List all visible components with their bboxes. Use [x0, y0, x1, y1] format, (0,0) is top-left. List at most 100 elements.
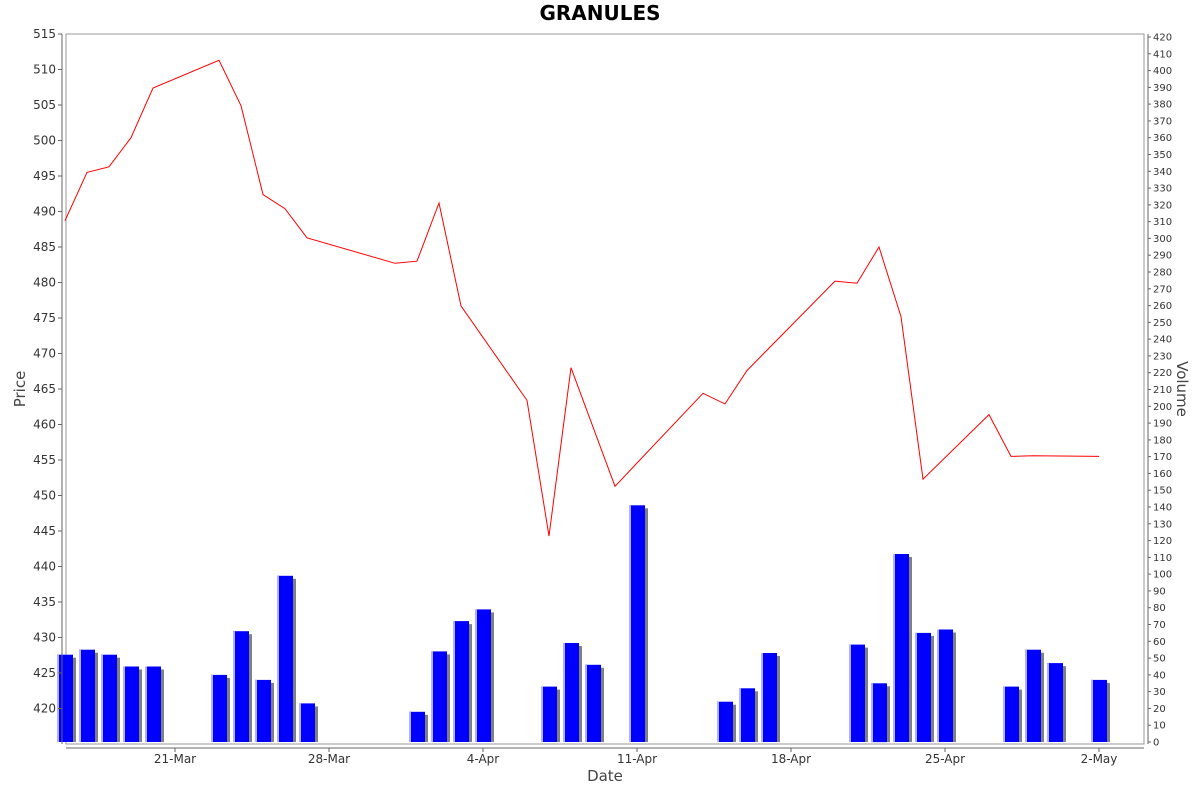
y-tick-label: 430 [33, 631, 56, 645]
volume-bar [937, 629, 953, 742]
volume-bar-highlight [431, 651, 433, 742]
y-tick-label: 455 [33, 453, 56, 467]
volume-bar-highlight [123, 666, 125, 742]
volume-bar [255, 679, 271, 742]
x-tick-label: 11-Apr [617, 752, 657, 766]
volume-bar-highlight [563, 643, 565, 742]
volume-bar [761, 653, 777, 742]
x-tick-label: 28-Mar [308, 752, 350, 766]
volume-bar-highlight [101, 654, 103, 742]
y2-tick-label: 90 [1153, 586, 1166, 597]
volume-bar [849, 644, 865, 742]
volume-bar-highlight [211, 674, 213, 742]
volume-bar [277, 575, 293, 742]
y2-tick-label: 360 [1153, 133, 1172, 144]
y2-tick-label: 120 [1153, 536, 1172, 547]
volume-bar [915, 632, 931, 742]
volume-bar-highlight [145, 666, 147, 742]
y-tick-label: 435 [33, 595, 56, 609]
volume-bar [893, 554, 909, 742]
y2-tick-label: 150 [1153, 486, 1172, 497]
y-axis-volume: 0 10 20 30 40 50 60 70 80 90 100 110 120 130 140 150 160… [1147, 33, 1172, 749]
y-tick-label: 505 [33, 98, 56, 112]
y2-tick-label: 290 [1153, 251, 1172, 262]
y-tick-label: 485 [33, 240, 56, 254]
y2-tick-label: 420 [1153, 33, 1172, 44]
volume-bar [409, 711, 425, 742]
y2-tick-label: 280 [1153, 268, 1172, 279]
volume-bar-highlight [453, 621, 455, 742]
y-tick-label: 490 [33, 205, 56, 219]
y2-tick-label: 50 [1153, 654, 1166, 665]
y2-tick-label: 10 [1153, 721, 1166, 732]
y-tick-label: 465 [33, 382, 56, 396]
y2-tick-label: 210 [1153, 385, 1172, 396]
y2-tick-label: 410 [1153, 49, 1172, 60]
volume-bar-highlight [1091, 679, 1093, 742]
y-tick-label: 495 [33, 169, 56, 183]
y2-tick-label: 140 [1153, 503, 1172, 514]
volume-bar [1003, 686, 1019, 742]
y-tick-label: 470 [33, 347, 56, 361]
y2-tick-label: 310 [1153, 217, 1172, 228]
volume-bar-highlight [79, 649, 81, 742]
y-tick-label: 475 [33, 311, 56, 325]
y2-tick-label: 30 [1153, 687, 1166, 698]
volume-bar [871, 683, 887, 743]
y2-tick-label: 60 [1153, 637, 1166, 648]
x-axis-title: Date [587, 767, 623, 785]
y2-tick-label: 350 [1153, 150, 1172, 161]
volume-bar-highlight [1047, 663, 1049, 742]
y-tick-label: 440 [33, 560, 56, 574]
volume-bar [299, 703, 315, 742]
volume-bar [233, 631, 249, 742]
x-tick-label: 18-Apr [771, 752, 811, 766]
volume-bar-highlight [57, 654, 59, 742]
x-tick-label: 4-Apr [467, 752, 500, 766]
price-line-group [64, 59, 1100, 537]
y-tick-label: 500 [33, 134, 56, 148]
volume-bar [563, 643, 579, 742]
y2-tick-label: 380 [1153, 100, 1172, 111]
y2-tick-label: 40 [1153, 670, 1166, 681]
y2-tick-label: 250 [1153, 318, 1172, 329]
volume-bar-highlight [629, 505, 631, 742]
volume-bar-highlight [1025, 649, 1027, 742]
y2-tick-label: 100 [1153, 570, 1172, 581]
x-tick-label: 21-Mar [154, 752, 196, 766]
y2-tick-label: 370 [1153, 116, 1172, 127]
volume-bars [57, 505, 1110, 743]
y-axis-title: Price [11, 371, 29, 408]
y2-axis-title: Volume [1173, 361, 1191, 417]
volume-bar-highlight [739, 688, 741, 742]
y2-tick-label: 230 [1153, 351, 1172, 362]
volume-bar-highlight [409, 711, 411, 742]
volume-bar-highlight [717, 701, 719, 742]
y2-tick-label: 20 [1153, 704, 1166, 715]
volume-bar [123, 666, 139, 742]
volume-bar [1047, 663, 1063, 742]
volume-bar [717, 701, 733, 742]
y-tick-label: 445 [33, 524, 56, 538]
y-axis-price: 420 425 430 435 440 445 450 455 460 465 470 475 480 4… [33, 27, 63, 744]
volume-bar-highlight [475, 609, 477, 742]
volume-bar [739, 688, 755, 742]
y2-tick-label: 270 [1153, 284, 1172, 295]
price-line [64, 59, 1100, 537]
y-tick-label: 460 [33, 418, 56, 432]
y-tick-label: 510 [33, 63, 56, 77]
y2-tick-label: 220 [1153, 368, 1172, 379]
y2-tick-label: 260 [1153, 301, 1172, 312]
plot-area [65, 33, 1145, 745]
volume-bar [1091, 679, 1107, 742]
volume-bar [431, 651, 447, 742]
volume-bar-highlight [1003, 686, 1005, 742]
y2-tick-label: 200 [1153, 402, 1172, 413]
y-tick-label: 480 [33, 276, 56, 290]
y2-tick-label: 320 [1153, 200, 1172, 211]
y2-tick-label: 130 [1153, 519, 1172, 530]
volume-bar-highlight [233, 631, 235, 742]
y2-tick-label: 80 [1153, 603, 1166, 614]
volume-bar-highlight [871, 683, 873, 743]
